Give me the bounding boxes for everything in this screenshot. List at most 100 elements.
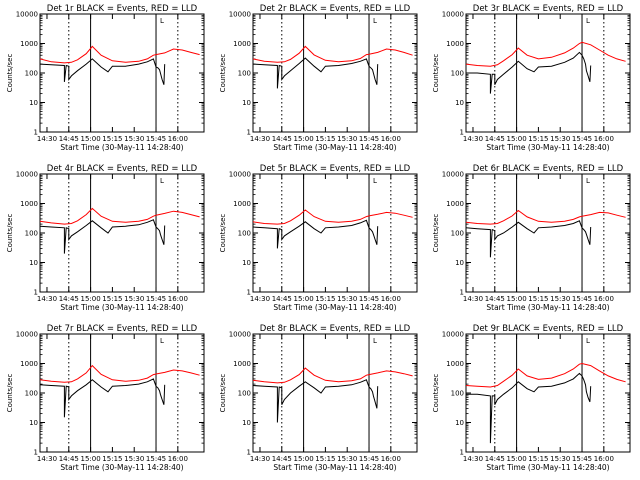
y-tick-label: 1000 bbox=[233, 40, 251, 48]
x-tick-label: 14:30 bbox=[463, 135, 483, 143]
x-tick-label: 15:30 bbox=[550, 455, 570, 463]
x-tick-label: 16:00 bbox=[168, 135, 188, 143]
x-tick-label: 15:00 bbox=[294, 455, 314, 463]
x-tick-label: 15:00 bbox=[507, 135, 527, 143]
x-tick-label: 15:30 bbox=[124, 295, 144, 303]
series-line-events bbox=[466, 372, 592, 444]
x-axis-label: Start Time (30-May-11 14:28:40) bbox=[273, 143, 396, 152]
x-axis-label: Start Time (30-May-11 14:28:40) bbox=[486, 303, 609, 312]
flag-marker-label: L bbox=[373, 177, 377, 185]
x-tick-label: 14:30 bbox=[250, 455, 270, 463]
y-tick-label: 100 bbox=[238, 390, 251, 398]
panel-2: Det 2r BLACK = Events, RED = LLD 1 10 100 10… bbox=[219, 4, 418, 152]
y-tick-label: 1000 bbox=[233, 200, 251, 208]
x-axis-label: Start Time (30-May-11 14:28:40) bbox=[60, 463, 183, 472]
x-tick-label: 15:30 bbox=[124, 135, 144, 143]
y-tick-label: 1 bbox=[247, 129, 251, 137]
x-tick-label: 16:00 bbox=[594, 455, 614, 463]
x-tick-label: 15:15 bbox=[528, 135, 548, 143]
y-tick-label: 1000 bbox=[446, 40, 464, 48]
y-axis-label: Counts/sec bbox=[219, 214, 227, 253]
flag-marker-label: L bbox=[373, 337, 377, 345]
y-axis-label: Counts/sec bbox=[432, 374, 440, 413]
y-tick-label: 100 bbox=[25, 70, 38, 78]
y-tick-label: 1 bbox=[460, 129, 464, 137]
series-line-events bbox=[39, 378, 166, 418]
x-tick-label: 14:30 bbox=[463, 455, 483, 463]
y-tick-label: 10 bbox=[455, 99, 464, 107]
panel-title: Det 1r BLACK = Events, RED = LLD bbox=[47, 4, 198, 14]
x-tick-label: 16:00 bbox=[381, 295, 401, 303]
panel-title: Det 7r BLACK = Events, RED = LLD bbox=[47, 324, 198, 334]
y-tick-label: 1 bbox=[460, 449, 464, 457]
y-axis-label: Counts/sec bbox=[432, 54, 440, 93]
y-tick-label: 100 bbox=[451, 70, 464, 78]
panel-title: Det 9r BLACK = Events, RED = LLD bbox=[473, 324, 624, 334]
series-line-lld bbox=[252, 209, 413, 225]
panel-9: Det 9r BLACK = Events, RED = LLD 1 10 100 10… bbox=[432, 324, 631, 472]
panel-7: Det 7r BLACK = Events, RED = LLD 1 10 100 10… bbox=[6, 324, 205, 472]
x-tick-label: 14:45 bbox=[59, 135, 79, 143]
series-line-events bbox=[252, 57, 379, 89]
y-tick-label: 10 bbox=[242, 259, 251, 267]
y-axis-label: Counts/sec bbox=[219, 374, 227, 413]
y-tick-label: 10000 bbox=[442, 11, 464, 19]
x-tick-label: 15:45 bbox=[359, 295, 379, 303]
x-tick-label: 15:45 bbox=[359, 455, 379, 463]
y-tick-label: 10 bbox=[455, 259, 464, 267]
series-line-lld bbox=[465, 41, 626, 67]
flag-marker-label: L bbox=[160, 17, 164, 25]
x-tick-label: 14:45 bbox=[59, 455, 79, 463]
x-tick-label: 15:00 bbox=[294, 295, 314, 303]
y-tick-label: 1 bbox=[247, 449, 251, 457]
panel-1: Det 1r BLACK = Events, RED = LLD 1 10 100 10… bbox=[6, 4, 205, 152]
y-tick-label: 100 bbox=[238, 230, 251, 238]
panel-6: Det 6r BLACK = Events, RED = LLD 1 10 100 10… bbox=[432, 164, 631, 312]
x-tick-label: 15:45 bbox=[146, 455, 166, 463]
x-tick-label: 16:00 bbox=[381, 455, 401, 463]
x-tick-label: 15:00 bbox=[507, 455, 527, 463]
x-tick-label: 14:45 bbox=[485, 455, 505, 463]
x-tick-label: 14:30 bbox=[37, 295, 57, 303]
x-tick-label: 14:45 bbox=[272, 295, 292, 303]
y-tick-label: 1000 bbox=[233, 360, 251, 368]
x-tick-label: 15:45 bbox=[359, 135, 379, 143]
y-tick-label: 1000 bbox=[20, 40, 38, 48]
x-tick-label: 16:00 bbox=[594, 295, 614, 303]
y-tick-label: 10 bbox=[455, 419, 464, 427]
x-tick-label: 15:15 bbox=[528, 295, 548, 303]
x-tick-label: 16:00 bbox=[381, 135, 401, 143]
y-tick-label: 1 bbox=[247, 289, 251, 297]
x-tick-label: 15:00 bbox=[294, 135, 314, 143]
x-tick-label: 15:00 bbox=[81, 135, 101, 143]
y-tick-label: 10000 bbox=[442, 171, 464, 179]
panel-8: Det 8r BLACK = Events, RED = LLD 1 10 100 10… bbox=[219, 324, 418, 472]
y-tick-label: 10000 bbox=[442, 331, 464, 339]
y-tick-label: 100 bbox=[25, 390, 38, 398]
x-tick-label: 15:45 bbox=[572, 295, 592, 303]
x-tick-label: 16:00 bbox=[594, 135, 614, 143]
y-axis-label: Counts/sec bbox=[432, 214, 440, 253]
series-line-lld bbox=[465, 209, 626, 225]
panel-title: Det 8r BLACK = Events, RED = LLD bbox=[260, 324, 411, 334]
x-tick-label: 16:00 bbox=[168, 455, 188, 463]
y-tick-label: 1000 bbox=[20, 200, 38, 208]
y-tick-label: 10 bbox=[242, 99, 251, 107]
y-axis-label: Counts/sec bbox=[6, 54, 14, 93]
x-tick-label: 15:45 bbox=[572, 135, 592, 143]
y-tick-label: 10000 bbox=[229, 11, 251, 19]
x-tick-label: 15:30 bbox=[124, 455, 144, 463]
x-tick-label: 15:15 bbox=[315, 135, 335, 143]
x-axis-label: Start Time (30-May-11 14:28:40) bbox=[273, 303, 396, 312]
y-tick-label: 10000 bbox=[229, 331, 251, 339]
series-line-events bbox=[465, 220, 592, 258]
y-tick-label: 1000 bbox=[446, 360, 464, 368]
x-tick-label: 14:45 bbox=[485, 135, 505, 143]
panel-title: Det 6r BLACK = Events, RED = LLD bbox=[473, 164, 624, 174]
flag-marker-label: L bbox=[586, 177, 590, 185]
y-axis-label: Counts/sec bbox=[6, 374, 14, 413]
flag-marker-label: L bbox=[373, 17, 377, 25]
x-tick-label: 15:15 bbox=[102, 135, 122, 143]
x-axis-label: Start Time (30-May-11 14:28:40) bbox=[486, 463, 609, 472]
y-axis-label: Counts/sec bbox=[6, 214, 14, 253]
